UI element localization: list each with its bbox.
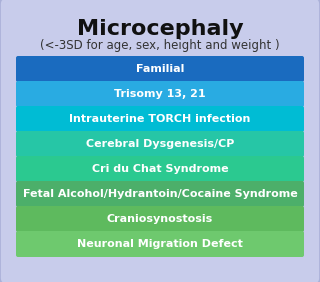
FancyBboxPatch shape [16,131,304,157]
FancyBboxPatch shape [16,181,304,207]
Text: Trisomy 13, 21: Trisomy 13, 21 [114,89,206,99]
Text: Intrauterine TORCH infection: Intrauterine TORCH infection [69,114,251,124]
FancyBboxPatch shape [16,231,304,257]
Text: Fetal Alcohol/Hydrantoin/Cocaine Syndrome: Fetal Alcohol/Hydrantoin/Cocaine Syndrom… [23,189,297,199]
Text: Cri du Chat Syndrome: Cri du Chat Syndrome [92,164,228,174]
Text: Neuronal Migration Defect: Neuronal Migration Defect [77,239,243,249]
Text: (<-3SD for age, sex, height and weight ): (<-3SD for age, sex, height and weight ) [40,39,280,52]
Text: Cerebral Dysgenesis/CP: Cerebral Dysgenesis/CP [86,139,234,149]
FancyBboxPatch shape [16,106,304,132]
FancyBboxPatch shape [16,81,304,107]
Text: Familial: Familial [136,64,184,74]
Text: Craniosynostosis: Craniosynostosis [107,214,213,224]
Text: Microcephaly: Microcephaly [77,19,243,39]
FancyBboxPatch shape [16,56,304,82]
FancyBboxPatch shape [16,206,304,232]
FancyBboxPatch shape [16,156,304,182]
